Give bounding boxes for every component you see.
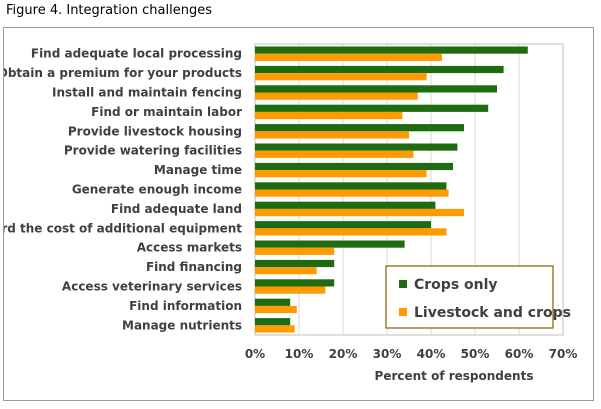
category-label: Provide livestock housing xyxy=(68,124,242,138)
bar-crops-only xyxy=(255,240,405,248)
category-label: Obtain a premium for your products xyxy=(4,66,242,80)
category-label: Find financing xyxy=(146,260,242,274)
bar-livestock-and-crops xyxy=(255,286,326,294)
bar-livestock-and-crops xyxy=(255,73,427,81)
category-label: Access veterinary services xyxy=(62,280,242,294)
x-tick-label: 20% xyxy=(329,347,358,361)
bar-crops-only xyxy=(255,162,453,171)
bar-crops-only xyxy=(255,46,528,54)
category-label: Find adequate land xyxy=(111,202,242,216)
x-tick-label: 70% xyxy=(549,347,578,361)
bar-livestock-and-crops xyxy=(255,170,427,178)
x-tick-label: 40% xyxy=(417,347,446,361)
x-tick-label: 10% xyxy=(285,347,314,361)
bar-crops-only xyxy=(255,221,431,229)
x-tick-label: 60% xyxy=(505,347,534,361)
bar-livestock-and-crops xyxy=(255,305,297,314)
category-label: Find adequate local processing xyxy=(31,47,242,61)
bar-livestock-and-crops xyxy=(255,267,317,275)
category-label: Generate enough income xyxy=(72,183,242,197)
x-tick-label: 50% xyxy=(461,347,490,361)
bar-livestock-and-crops xyxy=(255,208,464,217)
bar-livestock-and-crops xyxy=(255,150,414,158)
legend-label: Livestock and crops xyxy=(414,305,571,321)
bar-crops-only xyxy=(255,124,464,132)
bar-crops-only xyxy=(255,201,436,209)
x-tick-label: 30% xyxy=(373,347,402,361)
bar-livestock-and-crops xyxy=(255,247,335,255)
legend-box xyxy=(385,265,554,329)
category-label: Afford the cost of additional equipment xyxy=(4,221,242,235)
bar-crops-only xyxy=(255,104,489,112)
figure-caption: Figure 4. Integration challenges xyxy=(6,3,212,18)
bar-crops-only xyxy=(255,85,497,93)
bar-crops-only xyxy=(255,143,458,151)
category-label: Install and maintain fencing xyxy=(52,86,242,100)
bar-chart: Find adequate local processing Obtain a p… xyxy=(4,43,578,383)
bar-livestock-and-crops xyxy=(255,131,409,139)
chart-frame: Find adequate local processing Obtain a p… xyxy=(3,27,594,401)
category-label: Provide watering facilities xyxy=(64,144,242,158)
x-tick-label: 0% xyxy=(245,347,265,361)
bar-crops-only xyxy=(255,182,447,190)
bar-livestock-and-crops xyxy=(255,228,447,236)
legend-swatch xyxy=(399,308,407,316)
category-label: Manage nutrients xyxy=(122,318,242,332)
bar-crops-only xyxy=(255,298,291,306)
category-label: Access markets xyxy=(137,241,242,255)
category-label: Find or maintain labor xyxy=(91,105,242,119)
legend-swatch xyxy=(399,280,407,288)
legend-label: Crops only xyxy=(414,277,498,293)
category-label: Manage time xyxy=(154,163,242,177)
bar-crops-only xyxy=(255,279,335,287)
bar-crops-only xyxy=(255,65,504,74)
x-axis-title: Percent of respondents xyxy=(375,369,534,383)
bar-livestock-and-crops xyxy=(255,92,418,100)
bar-livestock-and-crops xyxy=(255,53,442,61)
bar-crops-only xyxy=(255,318,291,326)
category-label: Find information xyxy=(129,299,242,313)
bar-crops-only xyxy=(255,259,335,268)
bar-livestock-and-crops xyxy=(255,111,403,120)
bar-livestock-and-crops xyxy=(255,189,449,197)
bar-livestock-and-crops xyxy=(255,325,295,333)
